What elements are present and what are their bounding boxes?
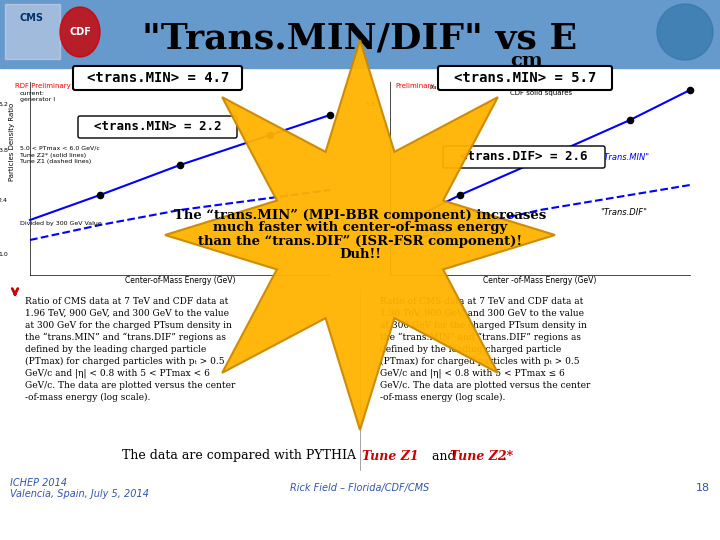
Text: <trans.MIN> = 4.7: <trans.MIN> = 4.7: [87, 71, 229, 85]
Text: <trans.MIN> = 5.7: <trans.MIN> = 5.7: [454, 71, 596, 85]
Polygon shape: [165, 40, 555, 430]
Text: Tune Z1: Tune Z1: [362, 449, 418, 462]
Text: 3.8: 3.8: [0, 147, 8, 152]
Text: 18: 18: [696, 483, 710, 493]
Point: [174, 161, 186, 170]
Bar: [370, 72, 710, 282]
Text: 5.8: 5.8: [365, 103, 375, 107]
FancyBboxPatch shape: [78, 116, 237, 138]
Text: "Trans.MIN": "Trans.MIN": [600, 153, 649, 162]
Text: current:: current:: [20, 91, 45, 96]
Text: Rick Field – Florida/CDF/CMS: Rick Field – Florida/CDF/CMS: [290, 483, 430, 493]
Text: 5.0 < PTmax < 6.0 GeV/c: 5.0 < PTmax < 6.0 GeV/c: [20, 146, 100, 151]
Text: Divided by 300 GeV Value: Divided by 300 GeV Value: [20, 221, 102, 226]
Point: [454, 191, 466, 199]
Text: Ratio of CMS data at 7 TeV and CDF data at
1.96 TeV, 900 GeV, and 300 GeV to the: Ratio of CMS data at 7 TeV and CDF data …: [380, 297, 590, 402]
Text: Particles (|η|<0.8, PT>0.5 GeV/c): Particles (|η|<0.8, PT>0.5 GeV/c): [430, 84, 521, 90]
Text: Valencia, Spain, July 5, 2014: Valencia, Spain, July 5, 2014: [10, 489, 149, 499]
Text: "Trans.DIF": "Trans.DIF": [600, 208, 647, 217]
Ellipse shape: [60, 7, 100, 57]
Point: [624, 116, 636, 124]
Point: [684, 86, 696, 94]
Point: [264, 131, 276, 139]
Text: "Trans.MIN/DIF" vs E: "Trans.MIN/DIF" vs E: [143, 21, 577, 55]
Text: .: .: [503, 449, 507, 462]
Text: The “trans.MIN” (MPI-BBR component) increases: The “trans.MIN” (MPI-BBR component) incr…: [174, 208, 546, 221]
Text: Center-of-Mass Energy (GeV): Center-of-Mass Energy (GeV): [125, 276, 235, 285]
Text: CMS solid dots: CMS solid dots: [510, 83, 561, 89]
Text: <trans.MIN> = 2.2: <trans.MIN> = 2.2: [94, 120, 222, 133]
Text: Preliminary: Preliminary: [395, 83, 434, 89]
Text: than the “trans.DIF” (ISR-FSR component)!: than the “trans.DIF” (ISR-FSR component)…: [198, 234, 522, 247]
FancyBboxPatch shape: [443, 146, 605, 168]
Text: <trans.DIF> = 2.6: <trans.DIF> = 2.6: [460, 151, 588, 164]
Text: 1.0: 1.0: [0, 253, 8, 258]
Text: Ratio of CMS data at 7 TeV and CDF data at
1.96 TeV, 900 GeV, and 300 GeV to the: Ratio of CMS data at 7 TeV and CDF data …: [25, 297, 235, 402]
Point: [94, 191, 106, 199]
Circle shape: [657, 4, 713, 60]
Point: [534, 156, 546, 164]
FancyBboxPatch shape: [73, 66, 242, 90]
Text: Tune Z2* (solid lines): Tune Z2* (solid lines): [20, 153, 86, 158]
Point: [324, 111, 336, 119]
Text: generator l: generator l: [20, 97, 55, 102]
Bar: [5, 4, 60, 59]
Text: Duh!!: Duh!!: [339, 247, 381, 260]
FancyBboxPatch shape: [438, 66, 612, 90]
Text: 2.4: 2.4: [0, 198, 8, 202]
Bar: [0, 0, 720, 68]
Text: Center -of-Mass Energy (GeV): Center -of-Mass Energy (GeV): [483, 276, 597, 285]
Text: Particles Density Ratio: Particles Density Ratio: [9, 103, 15, 181]
Text: much faster with center-of-mass energy: much faster with center-of-mass energy: [213, 221, 507, 234]
Text: RDF Preliminary: RDF Preliminary: [15, 83, 71, 89]
Bar: [10, 72, 350, 282]
Text: cm: cm: [510, 52, 543, 70]
Text: 5.2: 5.2: [0, 103, 8, 107]
Text: and: and: [428, 449, 459, 462]
Text: CMS: CMS: [20, 13, 44, 23]
Text: The data are compared with PYTHIA: The data are compared with PYTHIA: [122, 449, 360, 462]
Text: Tune Z2*: Tune Z2*: [450, 449, 513, 462]
Text: Tune Z1 (dashed lines): Tune Z1 (dashed lines): [20, 159, 91, 164]
Text: ICHEP 2014: ICHEP 2014: [10, 478, 67, 488]
Text: CDF: CDF: [69, 27, 91, 37]
Text: CDF solid squares: CDF solid squares: [510, 90, 572, 96]
